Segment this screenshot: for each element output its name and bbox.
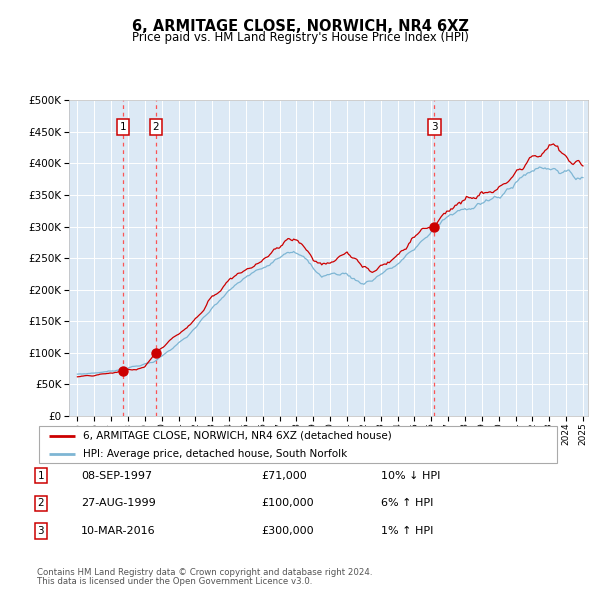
Text: 27-AUG-1999: 27-AUG-1999 <box>81 499 156 508</box>
Text: 10% ↓ HPI: 10% ↓ HPI <box>381 471 440 480</box>
Text: 6, ARMITAGE CLOSE, NORWICH, NR4 6XZ (detached house): 6, ARMITAGE CLOSE, NORWICH, NR4 6XZ (det… <box>83 431 392 441</box>
Text: 1: 1 <box>119 122 126 132</box>
Text: £100,000: £100,000 <box>261 499 314 508</box>
Text: 1: 1 <box>37 471 44 480</box>
Text: 3: 3 <box>37 526 44 536</box>
Text: 3: 3 <box>431 122 438 132</box>
Text: 6, ARMITAGE CLOSE, NORWICH, NR4 6XZ: 6, ARMITAGE CLOSE, NORWICH, NR4 6XZ <box>131 19 469 34</box>
Text: Price paid vs. HM Land Registry's House Price Index (HPI): Price paid vs. HM Land Registry's House … <box>131 31 469 44</box>
Text: 2: 2 <box>152 122 159 132</box>
FancyBboxPatch shape <box>38 427 557 463</box>
Text: Contains HM Land Registry data © Crown copyright and database right 2024.: Contains HM Land Registry data © Crown c… <box>37 568 373 577</box>
Text: 6% ↑ HPI: 6% ↑ HPI <box>381 499 433 508</box>
Text: 1% ↑ HPI: 1% ↑ HPI <box>381 526 433 536</box>
Text: £300,000: £300,000 <box>261 526 314 536</box>
Text: HPI: Average price, detached house, South Norfolk: HPI: Average price, detached house, Sout… <box>83 449 347 459</box>
Text: 08-SEP-1997: 08-SEP-1997 <box>81 471 152 480</box>
Text: £71,000: £71,000 <box>261 471 307 480</box>
Text: 2: 2 <box>37 499 44 508</box>
Text: 10-MAR-2016: 10-MAR-2016 <box>81 526 155 536</box>
Text: This data is licensed under the Open Government Licence v3.0.: This data is licensed under the Open Gov… <box>37 577 313 586</box>
